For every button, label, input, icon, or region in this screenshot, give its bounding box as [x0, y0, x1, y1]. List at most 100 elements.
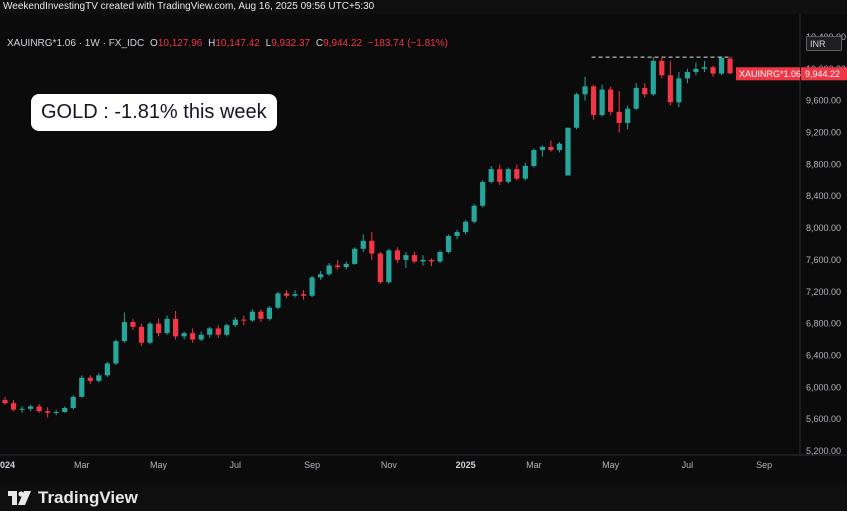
candle-body — [710, 67, 716, 74]
candle-body — [420, 259, 426, 262]
candle-body — [411, 255, 418, 262]
candle-body — [445, 236, 452, 252]
chart-area[interactable]: 10,400.0010,000.009,600.009,200.008,800.… — [0, 14, 847, 484]
y-tick-label: 7,200.00 — [806, 287, 841, 297]
x-tick-label: Mar — [526, 460, 542, 470]
candle-body — [104, 363, 110, 376]
candle-body — [215, 328, 221, 335]
candle-body — [608, 89, 614, 112]
x-tick-label: 2024 — [0, 460, 15, 470]
tradingview-logo[interactable]: TradingView — [8, 488, 138, 508]
candle-body — [292, 294, 298, 296]
y-tick-label: 6,000.00 — [806, 382, 841, 392]
candle-body — [556, 143, 563, 151]
candle-body — [79, 377, 85, 397]
price-tag-symbol-box — [736, 67, 800, 81]
candle-body — [241, 319, 247, 321]
legend-low-label: L — [265, 38, 272, 49]
candle-body — [590, 86, 597, 116]
candle-body — [232, 319, 238, 326]
x-tick-label: Nov — [381, 460, 398, 470]
x-tick-label: Jul — [682, 460, 694, 470]
candle-body — [318, 274, 324, 278]
candle-body — [625, 108, 631, 123]
candle-body — [454, 232, 460, 237]
y-tick-label: 5,200.00 — [806, 446, 841, 456]
candle-body — [309, 277, 315, 296]
candle-body — [335, 265, 341, 268]
candle-body — [130, 322, 136, 327]
legend-open-value: 10,127.96 — [157, 38, 203, 49]
candle-body — [548, 146, 554, 151]
x-tick-label: May — [602, 460, 620, 470]
candle-body — [87, 377, 93, 381]
legend-change: −183.74 (−1.81%) — [367, 38, 448, 49]
candle-body — [275, 293, 281, 308]
x-tick-label: May — [150, 460, 168, 470]
candle-body — [70, 396, 76, 409]
candle-body — [190, 333, 196, 340]
candle-body — [138, 326, 145, 343]
currency-selector[interactable]: INR — [806, 36, 842, 51]
candle-body — [701, 67, 708, 69]
candle-body — [10, 403, 17, 410]
candle-body — [53, 411, 59, 413]
candle-body — [437, 251, 443, 262]
candle-body — [667, 75, 673, 103]
price-tag-value-box — [801, 67, 847, 81]
candle-body — [488, 169, 494, 182]
candle-body — [45, 411, 51, 413]
candle-body — [480, 181, 486, 206]
candle-body — [27, 406, 34, 409]
x-tick-label: Sep — [756, 460, 772, 470]
candle-body — [19, 408, 25, 410]
y-tick-label: 6,800.00 — [806, 319, 841, 329]
legend-close-label: C — [315, 38, 324, 49]
candle-body — [386, 250, 392, 283]
price-tag-value: 9,944.22 — [805, 69, 840, 79]
y-tick-label: 8,400.00 — [806, 191, 841, 201]
y-tick-label: 9,200.00 — [806, 128, 841, 138]
candle-body — [573, 94, 580, 128]
legend-high-label: H — [208, 38, 216, 49]
candle-body — [582, 86, 588, 95]
candle-body — [522, 165, 528, 179]
candle-body — [377, 253, 383, 283]
candle-body — [36, 406, 42, 412]
candle-body — [96, 375, 102, 381]
candle-body — [633, 87, 639, 109]
x-tick-label: 2025 — [456, 460, 476, 470]
candle-body — [2, 400, 8, 404]
candle-body — [224, 325, 230, 335]
ohlc-legend: XAUINRG*1.06 · 1W · FX_IDC O10,127.96 H1… — [7, 38, 448, 49]
candle-body — [650, 60, 656, 95]
candle-body — [565, 127, 571, 176]
candle-body — [164, 318, 170, 334]
candle-body — [616, 111, 622, 123]
candlestick-chart[interactable]: 10,400.0010,000.009,600.009,200.008,800.… — [0, 14, 847, 484]
candle-body — [369, 240, 375, 254]
candle-body — [173, 318, 179, 337]
candle-body — [258, 311, 264, 319]
y-tick-label: 7,600.00 — [806, 255, 841, 265]
y-tick-label: 6,400.00 — [806, 350, 841, 360]
candle-body — [471, 205, 477, 222]
candle-body — [428, 259, 435, 262]
candle-body — [505, 169, 511, 182]
x-tick-label: Jul — [230, 460, 242, 470]
footer: TradingView — [0, 484, 847, 511]
y-tick-label: 8,000.00 — [806, 223, 841, 233]
candle-body — [718, 57, 725, 74]
candle-body — [693, 68, 699, 73]
candle-body — [599, 89, 605, 116]
candle-body — [147, 323, 153, 343]
price-tag-symbol: XAUINRG*1.06 — [739, 69, 801, 79]
legend-high-value: 10,147.42 — [215, 38, 260, 49]
legend-open-label: O — [150, 38, 158, 49]
candle-body — [394, 250, 400, 260]
candle-body — [352, 248, 358, 264]
x-tick-label: Mar — [74, 460, 90, 470]
y-tick-label: 9,600.00 — [806, 96, 841, 106]
candle-body — [403, 255, 409, 260]
candle-body — [360, 240, 366, 249]
